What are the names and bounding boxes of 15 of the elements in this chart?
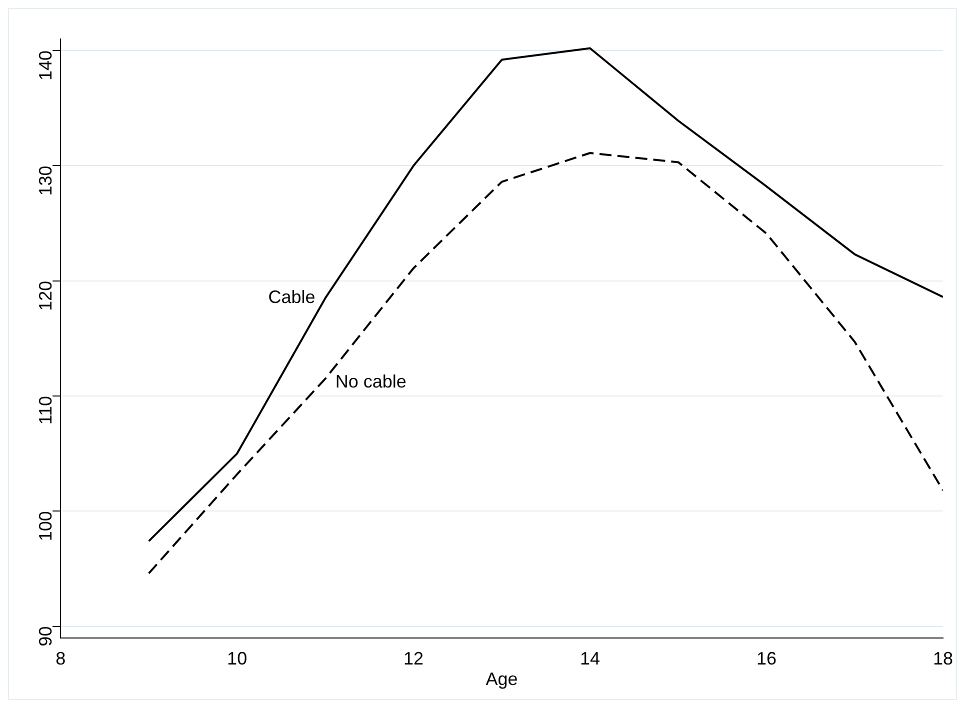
x-tick-label: 16 [756, 648, 777, 669]
x-tick-label: 8 [56, 648, 66, 669]
x-tick-label: 12 [404, 648, 424, 669]
y-tick-label: 90 [36, 626, 56, 646]
y-tick-label: 140 [36, 50, 56, 81]
x-tick-label: 14 [580, 648, 600, 669]
y-tick-label: 130 [36, 166, 56, 196]
x-tick-label: 18 [932, 648, 954, 669]
x-axis-title: Age [486, 669, 518, 690]
y-tick-label: 100 [36, 511, 56, 542]
series-label: No cable [335, 372, 406, 392]
y-tick-label: 120 [36, 280, 56, 311]
x-tick-label: 10 [227, 648, 248, 669]
series-label: Cable [268, 287, 316, 308]
y-tick-label: 110 [36, 396, 56, 425]
